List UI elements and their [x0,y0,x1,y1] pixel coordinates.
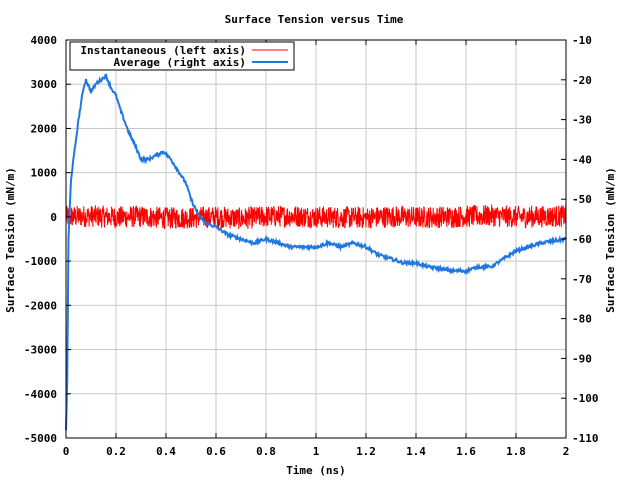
series-instantaneous-line [65,204,567,230]
legend-label-instantaneous: Instantaneous (left axis) [80,44,246,57]
y-left-tick-label: 2000 [31,122,58,135]
chart-title: Surface Tension versus Time [225,13,404,26]
legend-label-average: Average (right axis) [114,56,246,69]
x-tick-label: 1 [313,445,320,458]
y-left-tick-label: -5000 [24,432,57,445]
x-tick-label: 1.6 [456,445,476,458]
x-tick-label: 0.8 [256,445,276,458]
y-right-tick-label: -80 [572,313,592,326]
y-right-tick-label: -40 [572,153,592,166]
x-tick-label: 2 [563,445,570,458]
y-left-tick-label: -4000 [24,388,57,401]
x-tick-label: 0.4 [156,445,176,458]
y-left-tick-label: -2000 [24,299,57,312]
x-tick-label: 0 [63,445,70,458]
ticks [65,39,567,439]
y-left-tick-label: 3000 [31,78,58,91]
y-left-tick-labels: 4000 3000 2000 1000 0 -1000 -2000 -3000 -4000 -50… [24,34,57,445]
y-right-tick-label: -60 [572,233,592,246]
y-axis-left-label: Surface Tension (mN/m) [4,167,17,313]
x-tick-labels: 0 0.2 0.4 0.6 0.8 1 1.2 1.4 1.6 1.8 2 [63,445,570,458]
y-left-tick-label: 1000 [31,167,58,180]
y-right-tick-label: -10 [572,34,592,47]
y-right-tick-label: -90 [572,352,592,365]
y-right-tick-label: -110 [572,432,599,445]
y-right-tick-label: -20 [572,74,592,87]
series-average-line [65,73,567,431]
series-layer [65,73,567,431]
y-right-tick-label: -70 [572,273,592,286]
legend-box [69,41,295,71]
y-left-tick-label: 0 [50,211,57,224]
legend: Instantaneous (left axis) Average (right… [69,41,295,71]
y-left-tick-label: -3000 [24,344,57,357]
x-tick-label: 1.8 [506,445,526,458]
y-right-tick-label: -100 [572,392,599,405]
y-right-tick-labels: -10 -20 -30 -40 -50 -60 -70 -80 -90 -100 -110 [572,34,599,445]
y-axis-right-label: Surface Tension (mN/m) [604,167,617,313]
x-tick-label: 0.6 [206,445,226,458]
x-tick-label: 1.2 [356,445,376,458]
y-left-tick-label: 4000 [31,34,58,47]
y-right-tick-label: -30 [572,114,592,127]
x-tick-label: 1.4 [406,445,426,458]
y-left-tick-label: -1000 [24,255,57,268]
x-axis-label: Time (ns) [286,464,346,477]
x-tick-label: 0.2 [106,445,126,458]
y-right-tick-label: -50 [572,193,592,206]
